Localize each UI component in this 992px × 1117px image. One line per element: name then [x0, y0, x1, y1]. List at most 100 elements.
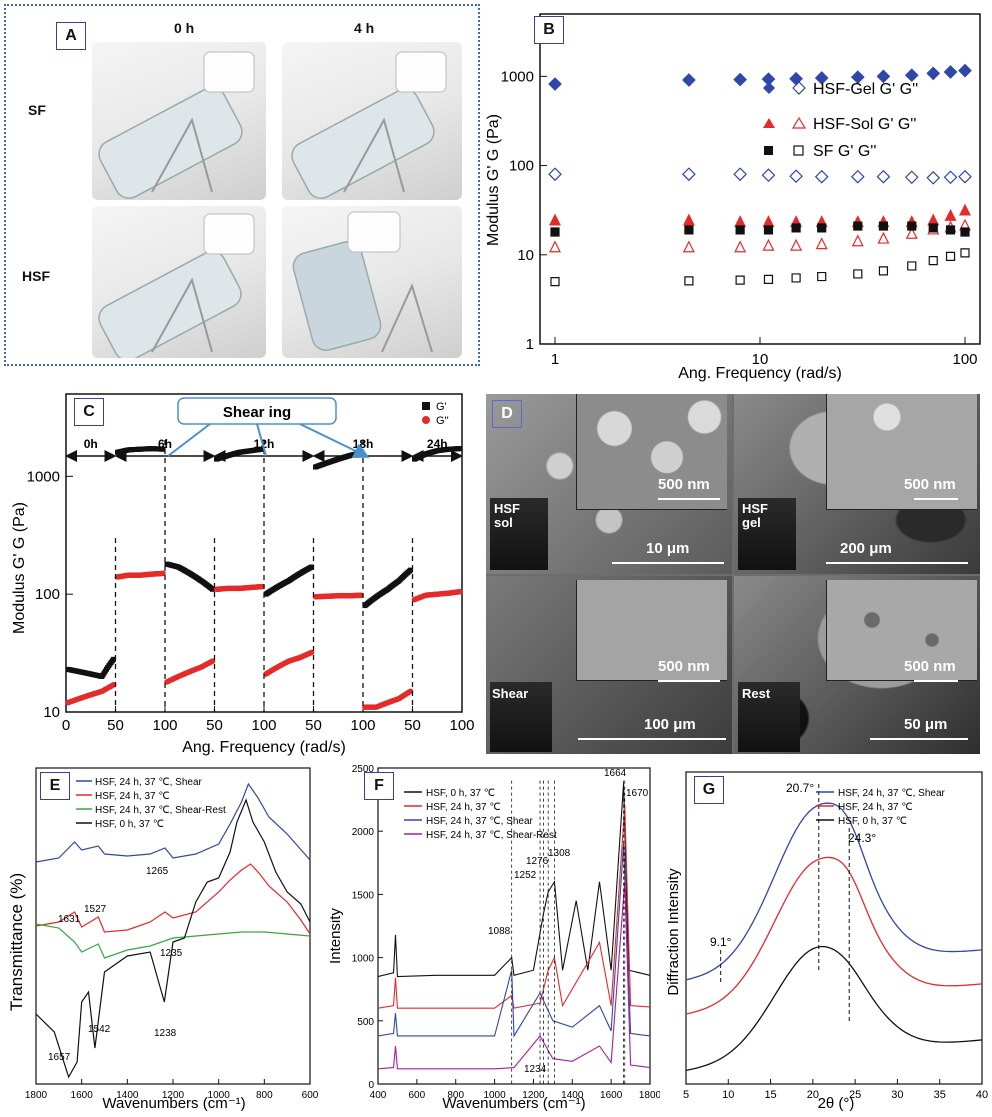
scale-label-1: 500 nm: [658, 476, 710, 493]
scale-bar-6: [578, 738, 726, 740]
e-line-24h: [35, 863, 311, 935]
ann-f-1664: 1664: [604, 768, 627, 779]
e-xtick-label: 1200: [162, 1090, 185, 1101]
b-point: [817, 271, 827, 282]
legend-sf-g2-marker: [793, 145, 804, 156]
f-xtick-label: 1000: [483, 1090, 506, 1101]
scale-bar-4: [826, 562, 968, 564]
col-label-4h: 4 h: [354, 20, 375, 36]
f-xtick-label: 400: [370, 1090, 387, 1101]
legend-f-0h: HSF, 0 h, 37 ℃: [426, 788, 495, 799]
chart-b-ylabel: Modulus G' G (Pa): [485, 114, 502, 246]
legend-e-24h: HSF, 24 h, 37 ℃: [95, 791, 170, 802]
c-seg-label: 0h: [84, 437, 98, 451]
panel-label-f: F: [364, 772, 394, 800]
panel-c: 05010050100501005010050100101001000 0h6h…: [0, 388, 574, 758]
chart-g: 5 10 15 20 25 30 35 40 Diffraction Intensity 2θ…: [665, 771, 988, 1112]
chart-c: 05010050100501005010050100101001000 0h6h…: [11, 393, 574, 756]
scale-bar-1: [658, 498, 720, 500]
c-xtick-label: 100: [350, 717, 375, 734]
b-point: [763, 225, 774, 235]
g-xtick-label: 30: [891, 1089, 903, 1101]
chart-c-legend: G' G'': [422, 401, 449, 427]
scale-label-7: 500 nm: [904, 658, 956, 675]
b-point: [943, 170, 958, 185]
legend-sol: HSF-Sol G' G'': [813, 116, 916, 133]
vial-label-gel: HSF gel: [742, 501, 768, 530]
b-point: [853, 221, 863, 231]
c-xtick-label: 100: [251, 717, 276, 734]
panel-label-e: E: [40, 772, 70, 800]
col-label-0h: 0 h: [174, 20, 195, 36]
e-xtick-label: 600: [302, 1090, 319, 1101]
chart-e-xlabel: Wavenumbers (cm⁻¹): [102, 1095, 245, 1112]
scale-label-3: 500 nm: [904, 476, 956, 493]
e-xtick-label: 1600: [71, 1090, 94, 1101]
g-xtick-label: 10: [722, 1089, 734, 1101]
b-ytick-label: 100: [509, 158, 534, 175]
chart-e: 1800 1600 1400 1200 1000 800 600 Transmittance…: [7, 767, 319, 1112]
scale-bar-3: [914, 498, 958, 500]
vial-thumb-rest: [738, 682, 800, 752]
b-point: [959, 203, 971, 216]
chart-g-legend: HSF, 24 h, 37 ℃, Shear HSF, 24 h, 37 ℃ H…: [816, 788, 946, 827]
b-point: [550, 227, 560, 237]
legend-g-shear: HSF, 24 h, 37 ℃, Shear: [838, 788, 946, 799]
c-point-g2: [308, 649, 315, 656]
b-point: [549, 240, 561, 253]
f-xtick-label: 1800: [639, 1090, 660, 1101]
b-point: [907, 261, 917, 271]
b-point: [682, 240, 695, 253]
b-xtick-label: 10: [752, 351, 769, 368]
b-point: [958, 63, 972, 78]
panel-f: 400 600 800 1000 1200 1400 1600 1800 0 500 1000 150…: [327, 762, 662, 1112]
b-point: [763, 274, 774, 284]
b-point: [904, 170, 919, 185]
c-point-g1: [408, 567, 413, 573]
b-point: [762, 238, 775, 251]
c-seg-label: 6h: [158, 437, 172, 451]
vial-label-shear: Shear: [492, 686, 529, 701]
f-xtick-label: 1400: [561, 1090, 584, 1101]
b-point: [791, 273, 801, 283]
vial-thumb-shear: [490, 682, 552, 752]
ann-e-1235: 1235: [160, 948, 183, 959]
g-line-0h: [685, 945, 983, 1071]
c-point-g1: [160, 446, 166, 452]
b-point: [904, 68, 919, 83]
legend-sol-g1-marker: [763, 118, 775, 128]
b-point: [928, 256, 938, 266]
b-point: [878, 221, 889, 231]
b-point: [734, 240, 747, 253]
chart-f-ylabel: Intensity: [330, 908, 344, 964]
g-xtick-label: 20: [807, 1089, 819, 1101]
panel-g: 5 10 15 20 25 30 35 40 Diffraction Intensity 2θ…: [664, 762, 990, 1112]
b-point: [790, 238, 803, 251]
e-xtick-label: 1800: [25, 1090, 48, 1101]
b-point: [876, 69, 891, 84]
chart-b-xlabel: Ang. Frequency (rad/s): [678, 365, 842, 382]
b-point: [682, 213, 695, 226]
chart-g-xlabel: 2θ (°): [818, 1095, 855, 1112]
b-point: [928, 223, 938, 233]
chart-g-annotations: 20.7° 24.3° 9.1°: [710, 781, 876, 949]
c-seg-label: 24h: [427, 437, 448, 451]
e-line-shear: [35, 782, 311, 863]
b-point: [945, 251, 956, 261]
b-point: [733, 167, 747, 182]
panel-b: 1 10 100 1 10 100 1000 Modulus G' G (Pa) Ang. …: [480, 0, 990, 386]
legend-f-shear: HSF, 24 h, 37 ℃, Shear: [426, 816, 534, 827]
b-point: [853, 269, 863, 279]
shearing-label: Shear ing: [223, 404, 291, 421]
b-ytick-label: 1: [526, 336, 534, 353]
scale-label-8: 50 μm: [904, 716, 948, 733]
scale-bar-2: [612, 562, 724, 564]
sem-inset-3: [576, 580, 727, 681]
scale-bar-7: [914, 680, 958, 682]
b-point: [958, 169, 972, 184]
f-xtick-label: 1200: [522, 1090, 545, 1101]
g-line-shear: [685, 802, 983, 981]
b-point: [817, 223, 827, 233]
g-xtick-label: 25: [849, 1089, 861, 1101]
ann-e-1527: 1527: [84, 904, 107, 915]
